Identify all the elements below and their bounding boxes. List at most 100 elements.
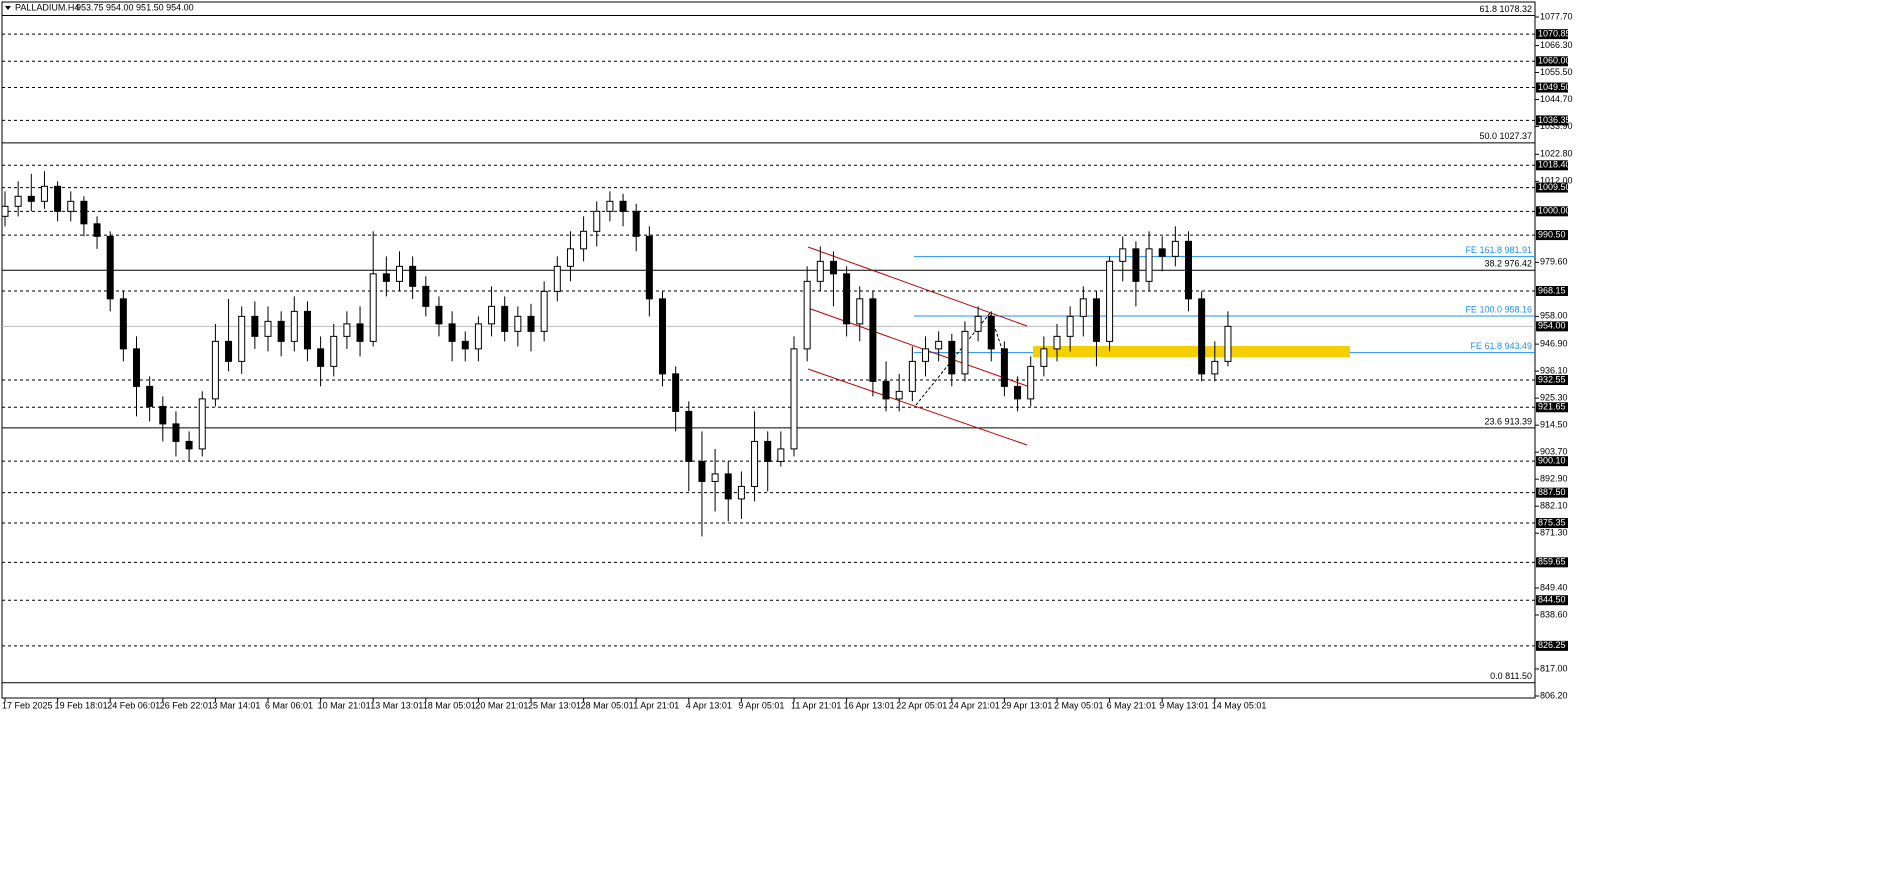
candle-body — [369, 273, 377, 342]
current-price-label: 954.00 — [1538, 321, 1566, 331]
y-tick-label: 1077.70 — [1540, 11, 1573, 21]
level-label: 887.50 — [1538, 487, 1566, 497]
level-box — [1536, 230, 1568, 241]
level-label: 1070.85 — [1538, 29, 1571, 39]
candle-body — [869, 298, 877, 382]
levels — [2, 14, 1535, 684]
candle-body — [659, 298, 666, 375]
candle-body — [882, 380, 890, 400]
menu-triangle — [5, 6, 11, 10]
candle-body — [685, 410, 693, 462]
symbol: PALLADIUM.H4 — [15, 2, 79, 12]
candle-body — [211, 340, 219, 400]
candle-body — [382, 273, 390, 282]
y-tick-label: 1033.90 — [1540, 121, 1573, 131]
x-tick-label: 22 Apr 05:01 — [896, 700, 947, 710]
level-box — [1536, 640, 1568, 651]
candle-body — [1014, 385, 1022, 400]
candle-body — [777, 448, 785, 462]
candle-body — [27, 195, 35, 202]
candle-body — [277, 320, 285, 342]
y-tick-label: 892.90 — [1540, 474, 1568, 484]
candle-body — [711, 473, 719, 482]
candle-body — [474, 323, 482, 350]
candle-body — [172, 423, 180, 442]
level-box — [1536, 402, 1568, 413]
candle-body — [54, 185, 62, 212]
candle-body — [1185, 240, 1192, 300]
candle-body — [185, 440, 193, 450]
candle-body — [448, 323, 456, 342]
level-box — [1536, 115, 1568, 126]
x-tick-label: 2 May 05:01 — [1054, 700, 1104, 710]
y-tick-label: 871.30 — [1540, 528, 1568, 538]
candle-body — [238, 315, 246, 362]
level-box — [1536, 487, 1568, 498]
y-tick-label: 936.10 — [1540, 366, 1568, 376]
candle-body — [356, 323, 364, 342]
y-tick-label: 838.60 — [1540, 609, 1568, 619]
x-tick-label: 28 Mar 05:01 — [581, 700, 634, 710]
x-tick-label: 6 May 21:01 — [1107, 700, 1157, 710]
channel-line — [807, 368, 1028, 446]
fe-label: FE 61.8 943.49 — [1470, 341, 1532, 351]
candle-body — [1, 205, 9, 217]
candle-body — [1092, 298, 1100, 342]
candle-body — [1224, 325, 1232, 362]
candle-body — [1145, 248, 1153, 282]
level-label: 990.50 — [1538, 229, 1566, 239]
candle-body — [803, 280, 811, 350]
candle-body — [435, 305, 443, 325]
y-tick-label: 1066.30 — [1540, 40, 1573, 50]
quote: 953.75 954.00 951.50 954.00 — [76, 2, 194, 12]
candle-body — [1211, 360, 1219, 375]
candle-body — [974, 315, 982, 332]
plot-frame — [1, 1, 1536, 699]
candle-body — [159, 405, 167, 425]
level-label: 900.10 — [1538, 456, 1566, 466]
level-label: 859.65 — [1538, 557, 1566, 567]
level-label: 1036.35 — [1538, 115, 1571, 125]
candle-body — [1171, 240, 1179, 257]
fib-label: 61.8 1078.32 — [1479, 4, 1532, 14]
candle-body — [698, 460, 706, 482]
candle-body — [856, 298, 864, 325]
level-label: 1018.40 — [1538, 160, 1571, 170]
candle-body — [527, 315, 535, 332]
y-tick-label: 1012.00 — [1540, 176, 1573, 186]
level-label: 932.55 — [1538, 374, 1566, 384]
candle-body — [133, 348, 140, 387]
candle-body — [580, 230, 588, 250]
y-tick-label: 817.00 — [1540, 663, 1568, 673]
fib-label: 50.0 1027.37 — [1479, 131, 1532, 141]
level-label: 1009.50 — [1538, 182, 1571, 192]
x-tick-label: 11 Apr 21:01 — [791, 700, 841, 710]
candle-body — [764, 440, 772, 462]
y-tick-label: 958.00 — [1540, 311, 1568, 321]
candle-body — [514, 315, 522, 332]
x-tick-label: 29 Apr 13:01 — [1001, 700, 1052, 710]
candle-body — [540, 290, 548, 332]
candle-body — [790, 348, 798, 450]
level-label: 844.50 — [1538, 595, 1566, 605]
candle-body — [1066, 315, 1074, 337]
level-box — [1536, 285, 1568, 296]
candle-body — [1079, 298, 1087, 317]
candle-body — [146, 385, 154, 407]
y-tick-label: 882.10 — [1540, 501, 1568, 511]
candle-body — [488, 305, 496, 325]
fe-label: FE 161.8 981.91 — [1465, 245, 1532, 255]
level-label: 968.15 — [1538, 285, 1566, 295]
x-tick-label: 19 Feb 18:01 — [55, 700, 108, 710]
candle-body — [1158, 248, 1166, 257]
candle-body — [645, 235, 653, 300]
candle-body — [409, 265, 417, 287]
x-tick-label: 20 Mar 21:01 — [475, 700, 528, 710]
fe-label: FE 100.0 958.16 — [1465, 304, 1532, 314]
candle-body — [1000, 348, 1008, 387]
candle-body — [40, 185, 48, 202]
y-tick-label: 849.40 — [1540, 582, 1568, 592]
candle-body — [816, 260, 824, 282]
candle-body — [751, 440, 759, 487]
level-box — [1536, 56, 1568, 67]
